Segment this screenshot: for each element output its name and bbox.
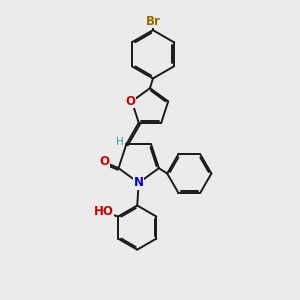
Text: O: O [100, 155, 110, 168]
Text: HO: HO [93, 205, 113, 218]
Text: N: N [134, 176, 144, 189]
Text: O: O [125, 95, 135, 108]
Text: H: H [116, 137, 124, 147]
Text: Br: Br [146, 15, 160, 28]
